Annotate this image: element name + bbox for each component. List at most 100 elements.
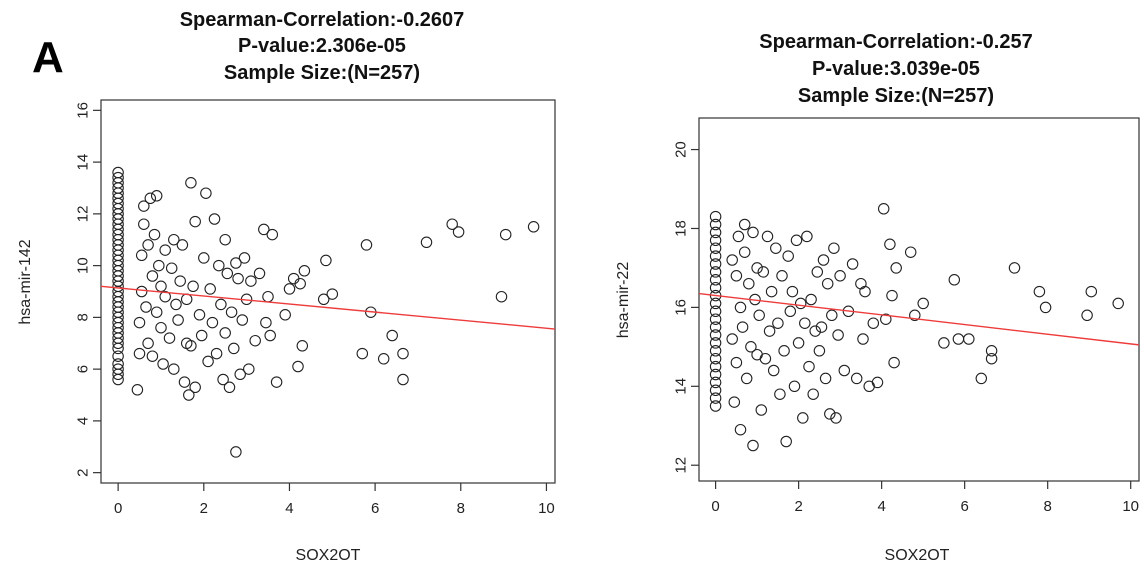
data-point: [709, 400, 722, 412]
data-point: [200, 187, 212, 199]
chart-title-a-line2: P-value:2.306e-05: [238, 35, 406, 57]
data-point: [709, 242, 722, 254]
data-point: [165, 262, 178, 274]
data-point: [734, 301, 747, 314]
data-point: [938, 337, 950, 349]
data-point: [834, 270, 846, 282]
data-point: [219, 327, 231, 339]
data-point: [904, 246, 917, 258]
data-point: [909, 309, 921, 322]
data-point: [794, 297, 807, 310]
data-point: [174, 275, 186, 287]
data-point: [219, 233, 231, 246]
data-point: [326, 288, 339, 300]
data-point: [135, 285, 148, 298]
data-point: [253, 267, 266, 280]
data-point: [296, 340, 309, 352]
y-tick-label: 16: [74, 102, 91, 119]
data-point: [709, 392, 722, 404]
x-tick-label: 2: [200, 500, 208, 517]
data-point: [420, 236, 433, 249]
data-point: [745, 341, 757, 353]
plot-frame-b: [698, 117, 1140, 482]
data-point: [772, 317, 784, 329]
y-tick-label: 14: [672, 378, 689, 395]
data-point: [142, 337, 154, 350]
data-point: [206, 316, 219, 329]
y-tick-label: 6: [74, 365, 91, 373]
data-point: [155, 321, 167, 334]
data-point: [857, 333, 869, 345]
data-point: [112, 358, 124, 370]
data-point: [877, 203, 890, 215]
data-point: [112, 363, 124, 375]
data-point: [230, 257, 242, 269]
data-point: [287, 272, 300, 285]
data-point: [985, 352, 998, 365]
data-point: [283, 283, 296, 295]
data-point: [709, 384, 722, 397]
y-tick-label: 12: [74, 206, 91, 223]
data-point: [133, 347, 146, 360]
data-point: [1008, 262, 1021, 274]
data-point: [890, 262, 902, 274]
data-point: [150, 306, 163, 318]
data-point: [195, 329, 208, 342]
data-point: [788, 380, 801, 393]
data-point: [270, 376, 283, 388]
data-point: [975, 372, 988, 385]
data-point: [757, 266, 770, 278]
data-point: [176, 239, 189, 251]
data-point: [709, 226, 722, 239]
data-point: [817, 254, 830, 266]
data-point: [148, 228, 161, 241]
data-point: [499, 228, 512, 241]
data-point: [838, 364, 851, 377]
data-point: [709, 321, 722, 333]
x-tick-label: 8: [457, 500, 465, 517]
data-point: [112, 171, 124, 184]
x-tick-label: 4: [877, 498, 885, 515]
panel-b: B Spearman-Correlation:-0.257 P-value:3.…: [572, 0, 1145, 571]
y-tick-label: 4: [74, 417, 91, 425]
data-point: [243, 363, 255, 375]
data-point: [236, 314, 249, 326]
data-point: [266, 228, 279, 241]
data-point: [527, 221, 540, 233]
data-point: [377, 353, 390, 365]
data-point: [198, 252, 210, 264]
data-point: [249, 334, 261, 347]
data-point: [743, 277, 755, 290]
data-point: [709, 313, 722, 325]
data-point: [782, 250, 794, 262]
data-point: [807, 388, 819, 400]
data-point: [208, 213, 221, 225]
data-point: [292, 360, 304, 373]
data-point: [709, 360, 722, 373]
data-point: [140, 301, 152, 313]
data-point: [163, 332, 176, 344]
data-point: [813, 345, 826, 357]
data-point: [821, 277, 834, 290]
data-point: [738, 246, 751, 258]
data-point: [245, 275, 257, 287]
data-point: [709, 210, 722, 223]
data-point: [726, 254, 738, 266]
x-tick-label: 10: [1122, 498, 1139, 515]
scatter-points-b: [709, 203, 1124, 452]
plot-frame-a: [100, 99, 556, 484]
data-point: [172, 314, 184, 326]
data-point: [234, 368, 246, 381]
fit-line-b: [698, 292, 1140, 346]
chart-title-b-line2: P-value:3.039e-05: [812, 58, 980, 80]
data-point: [867, 317, 880, 329]
data-point: [131, 384, 144, 396]
data-point: [917, 297, 929, 310]
data-point: [1112, 297, 1124, 310]
data-point: [159, 290, 171, 303]
data-point: [217, 373, 229, 386]
data-point: [228, 342, 240, 355]
data-point: [709, 297, 722, 310]
data-point: [213, 259, 225, 272]
chart-title-a-line3: Sample Size:(N=257): [224, 62, 420, 84]
